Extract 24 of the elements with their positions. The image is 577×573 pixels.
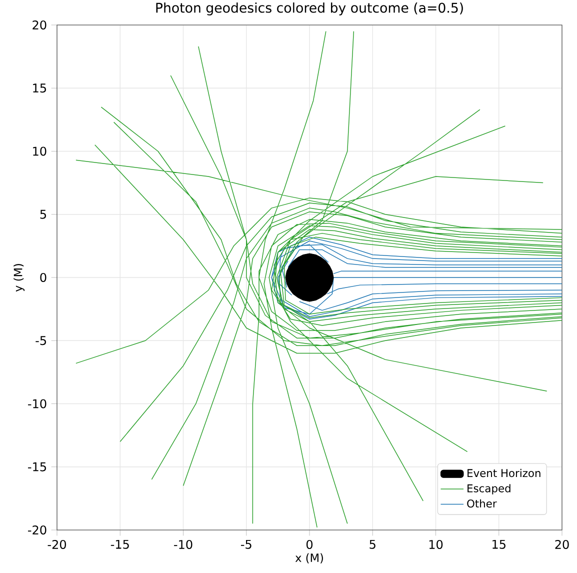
x-tick-label: 15	[492, 540, 506, 549]
x-tick-label: -20	[48, 540, 66, 550]
x-tick-label: 20	[555, 540, 569, 550]
y-tick-label: -10	[28, 399, 46, 408]
y-tick-label: 15	[33, 84, 46, 93]
legend-label: Other	[467, 499, 497, 508]
x-tick-label: 5	[370, 540, 376, 549]
y-tick-label: -5	[36, 336, 46, 346]
y-tick-label: 20	[32, 20, 46, 30]
y-tick-label: -20	[28, 525, 46, 535]
x-tick-label: 0	[306, 540, 313, 550]
y-tick-label: -15	[28, 462, 46, 472]
x-axis-title: x (M)	[295, 553, 323, 564]
y-tick-label: 0	[40, 272, 46, 282]
y-axis-title: y (M)	[14, 264, 25, 292]
x-tick-label: -15	[110, 540, 129, 549]
y-tick-label: 5	[40, 210, 46, 219]
x-tick-label: -5	[240, 540, 252, 549]
chart-title: Photon geodesics colored by outcome (a=0.5)	[156, 2, 463, 16]
legend-label: Event Horizon	[468, 468, 540, 478]
x-tick-label: 10	[429, 540, 443, 550]
legend-label: Escaped	[468, 484, 510, 494]
x-tick-label: -10	[174, 540, 192, 550]
y-tick-label: 10	[33, 146, 46, 156]
